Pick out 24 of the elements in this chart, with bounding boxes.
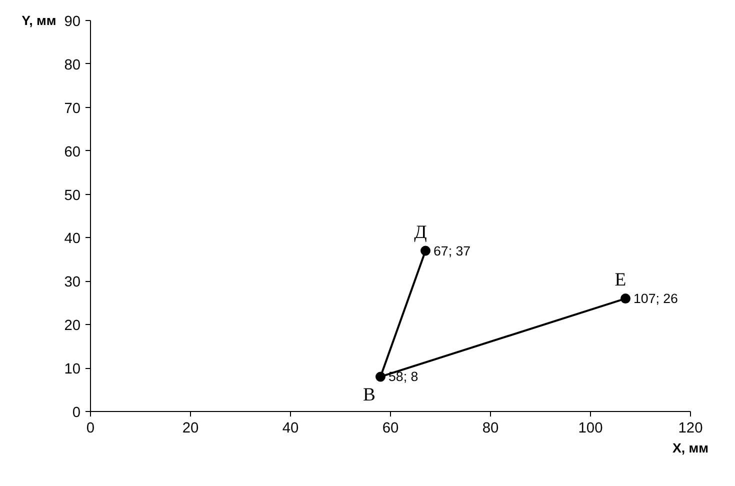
x-tick-label: 20 [182,420,199,436]
y-tick-label: 90 [64,14,81,30]
y-tick-label: 60 [64,144,81,160]
data-label: 107; 26 [634,291,678,306]
x-tick-label: 60 [382,420,399,436]
y-tick-label: 50 [64,188,81,204]
x-tick-label: 40 [282,420,299,436]
y-tick-label: 10 [64,362,81,378]
y-axis-title: Y, мм [22,13,56,28]
x-tick-label: 100 [578,420,603,436]
y-tick-label: 70 [64,100,81,117]
x-tick-label: 0 [86,420,95,436]
y-tick-label: 0 [72,405,81,421]
data-label: 67; 37 [434,243,471,258]
y-tick-label: 30 [64,274,81,291]
y-tick-label: 80 [64,57,81,74]
x-axis-title: X, мм [672,440,709,456]
y-tick-label: 40 [64,231,81,248]
x-tick-label: 120 [678,420,703,436]
x-tick-label: 80 [482,420,499,436]
annotation: В [363,384,376,406]
y-tick-label: 20 [64,318,81,334]
annotation: Д [414,222,428,243]
annotation: Е [614,270,626,291]
